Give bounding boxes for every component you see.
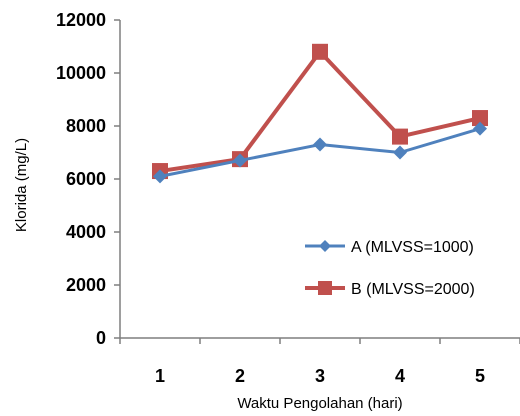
x-tick-label: 3 <box>315 366 325 386</box>
y-tick-label: 12000 <box>56 10 106 30</box>
data-point <box>472 110 488 127</box>
legend-label: B (MLVSS=2000) <box>351 281 475 298</box>
y-tick-label: 2000 <box>66 275 106 295</box>
legend: A (MLVSS=1000) B (MLVSS=2000) <box>305 239 475 298</box>
y-tick-label: 0 <box>96 328 106 348</box>
legend-item-a: A (MLVSS=1000) <box>305 239 474 256</box>
series-b <box>152 43 488 180</box>
data-point <box>473 121 487 136</box>
series-line <box>159 127 481 178</box>
series-line <box>159 49 481 174</box>
x-axis-title: Waktu Pengolahan (hari) <box>237 395 402 412</box>
legend-label: A (MLVSS=1000) <box>351 239 474 256</box>
data-point <box>392 128 408 145</box>
legend-marker <box>318 281 332 295</box>
y-ticks: 0 2000 4000 6000 8000 10000 12000 <box>56 10 120 348</box>
legend-item-b: B (MLVSS=2000) <box>305 281 475 298</box>
data-point <box>312 43 328 60</box>
x-tick-label: 5 <box>475 366 485 386</box>
y-tick-label: 4000 <box>66 222 106 242</box>
data-point <box>153 169 167 184</box>
x-tick-label: 1 <box>155 366 165 386</box>
series-layer <box>152 43 488 184</box>
legend-marker <box>319 240 331 252</box>
data-point <box>233 153 247 168</box>
y-tick-label: 10000 <box>56 63 106 83</box>
series-a <box>153 121 487 184</box>
y-tick-label: 8000 <box>66 116 106 136</box>
y-axis-title: Klorida (mg/L) <box>13 138 30 232</box>
x-tick-label: 2 <box>235 366 245 386</box>
x-ticks: 1 2 3 4 5 <box>119 338 520 386</box>
y-tick-label: 6000 <box>66 169 106 189</box>
data-point <box>313 137 327 152</box>
data-point <box>393 145 407 160</box>
x-tick-label: 4 <box>395 366 405 386</box>
